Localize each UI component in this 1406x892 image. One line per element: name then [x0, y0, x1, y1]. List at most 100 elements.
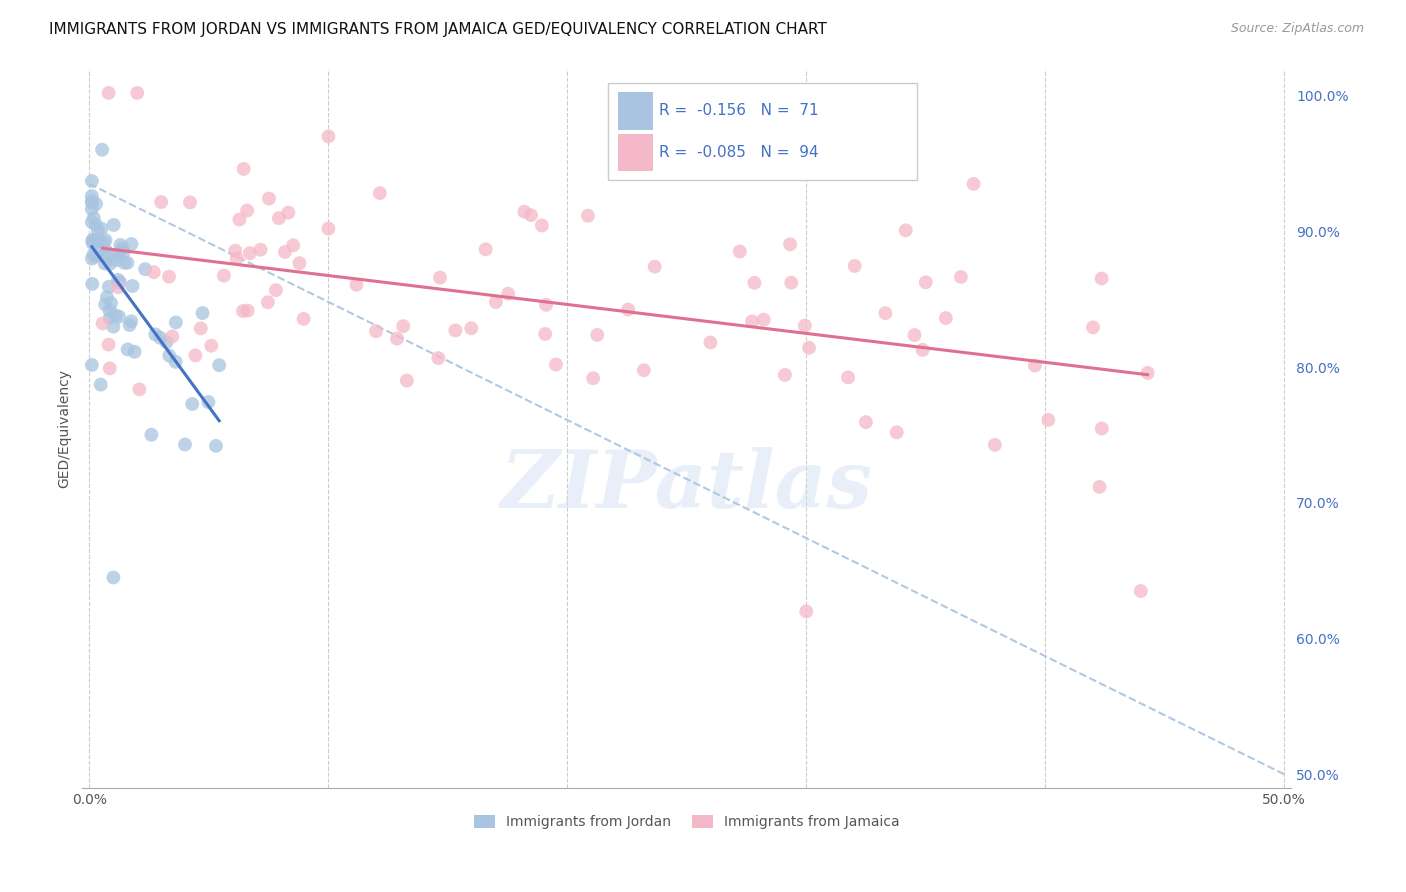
Point [184, 348, 207, 362]
Point [292, 311, 315, 326]
Point [744, 276, 766, 290]
Point [1136, 366, 1159, 380]
Point [1088, 480, 1111, 494]
Point [105, 252, 128, 267]
Point [395, 374, 418, 388]
Point [80, 215, 103, 229]
Point [1090, 271, 1112, 285]
Point [197, 395, 219, 409]
Point [150, 195, 173, 210]
Point [264, 283, 287, 297]
Point [93, 249, 115, 263]
Point [699, 335, 721, 350]
Y-axis label: GED/Equivalency: GED/Equivalency [58, 368, 72, 488]
Point [112, 256, 135, 270]
Point [110, 238, 132, 252]
Point [346, 277, 368, 292]
Point [142, 265, 165, 279]
Point [162, 329, 184, 343]
Point [127, 86, 149, 100]
Point [903, 328, 925, 343]
Point [84, 218, 107, 232]
Point [174, 437, 197, 451]
Point [80, 202, 103, 216]
Point [225, 252, 247, 266]
Point [117, 343, 139, 357]
Point [91, 143, 114, 157]
Point [283, 238, 305, 252]
Point [837, 370, 859, 384]
Point [534, 298, 557, 312]
Point [84, 197, 107, 211]
Point [208, 358, 231, 372]
Point [179, 195, 201, 210]
Point [90, 221, 112, 235]
Point [98, 303, 121, 318]
Point [277, 205, 299, 219]
Point [143, 327, 166, 342]
Point [90, 377, 112, 392]
Point [212, 268, 235, 283]
Point [894, 223, 917, 237]
Point [779, 237, 801, 252]
Point [107, 280, 129, 294]
Point [80, 189, 103, 203]
Point [134, 262, 156, 277]
Point [82, 277, 104, 291]
Point [84, 233, 107, 247]
Point [427, 351, 450, 365]
Point [91, 317, 114, 331]
Point [364, 324, 387, 338]
Point [318, 221, 340, 235]
FancyBboxPatch shape [617, 134, 652, 171]
Point [793, 318, 815, 333]
Point [544, 358, 567, 372]
Point [318, 129, 340, 144]
Point [474, 243, 496, 257]
Point [1081, 320, 1104, 334]
Point [112, 244, 135, 259]
Point [429, 270, 451, 285]
Point [586, 327, 609, 342]
Point [794, 604, 817, 618]
Point [1038, 413, 1060, 427]
Point [460, 321, 482, 335]
Point [104, 309, 127, 323]
Point [496, 286, 519, 301]
Point [534, 326, 557, 341]
Point [780, 276, 803, 290]
Point [94, 257, 117, 271]
Point [108, 310, 131, 324]
Text: R =  -0.085   N =  94: R = -0.085 N = 94 [659, 145, 818, 161]
Point [165, 316, 187, 330]
Text: R =  -0.156   N =  71: R = -0.156 N = 71 [659, 103, 818, 119]
Point [232, 161, 254, 176]
Point [83, 247, 105, 261]
Point [914, 275, 936, 289]
Point [120, 314, 142, 328]
Point [644, 260, 666, 274]
Point [962, 177, 984, 191]
Point [97, 337, 120, 351]
Point [617, 302, 640, 317]
Point [935, 311, 957, 326]
Point [82, 235, 104, 250]
Point [385, 332, 408, 346]
Point [89, 235, 111, 249]
Point [98, 361, 121, 376]
Point [228, 212, 250, 227]
Point [190, 321, 212, 335]
Point [773, 368, 796, 382]
Point [80, 195, 103, 210]
Point [80, 174, 103, 188]
Point [205, 439, 228, 453]
Point [103, 218, 125, 232]
Point [249, 243, 271, 257]
Point [844, 259, 866, 273]
Point [200, 339, 222, 353]
Point [165, 355, 187, 369]
Point [257, 295, 280, 310]
Point [232, 304, 254, 318]
Point [97, 280, 120, 294]
Point [984, 438, 1007, 452]
